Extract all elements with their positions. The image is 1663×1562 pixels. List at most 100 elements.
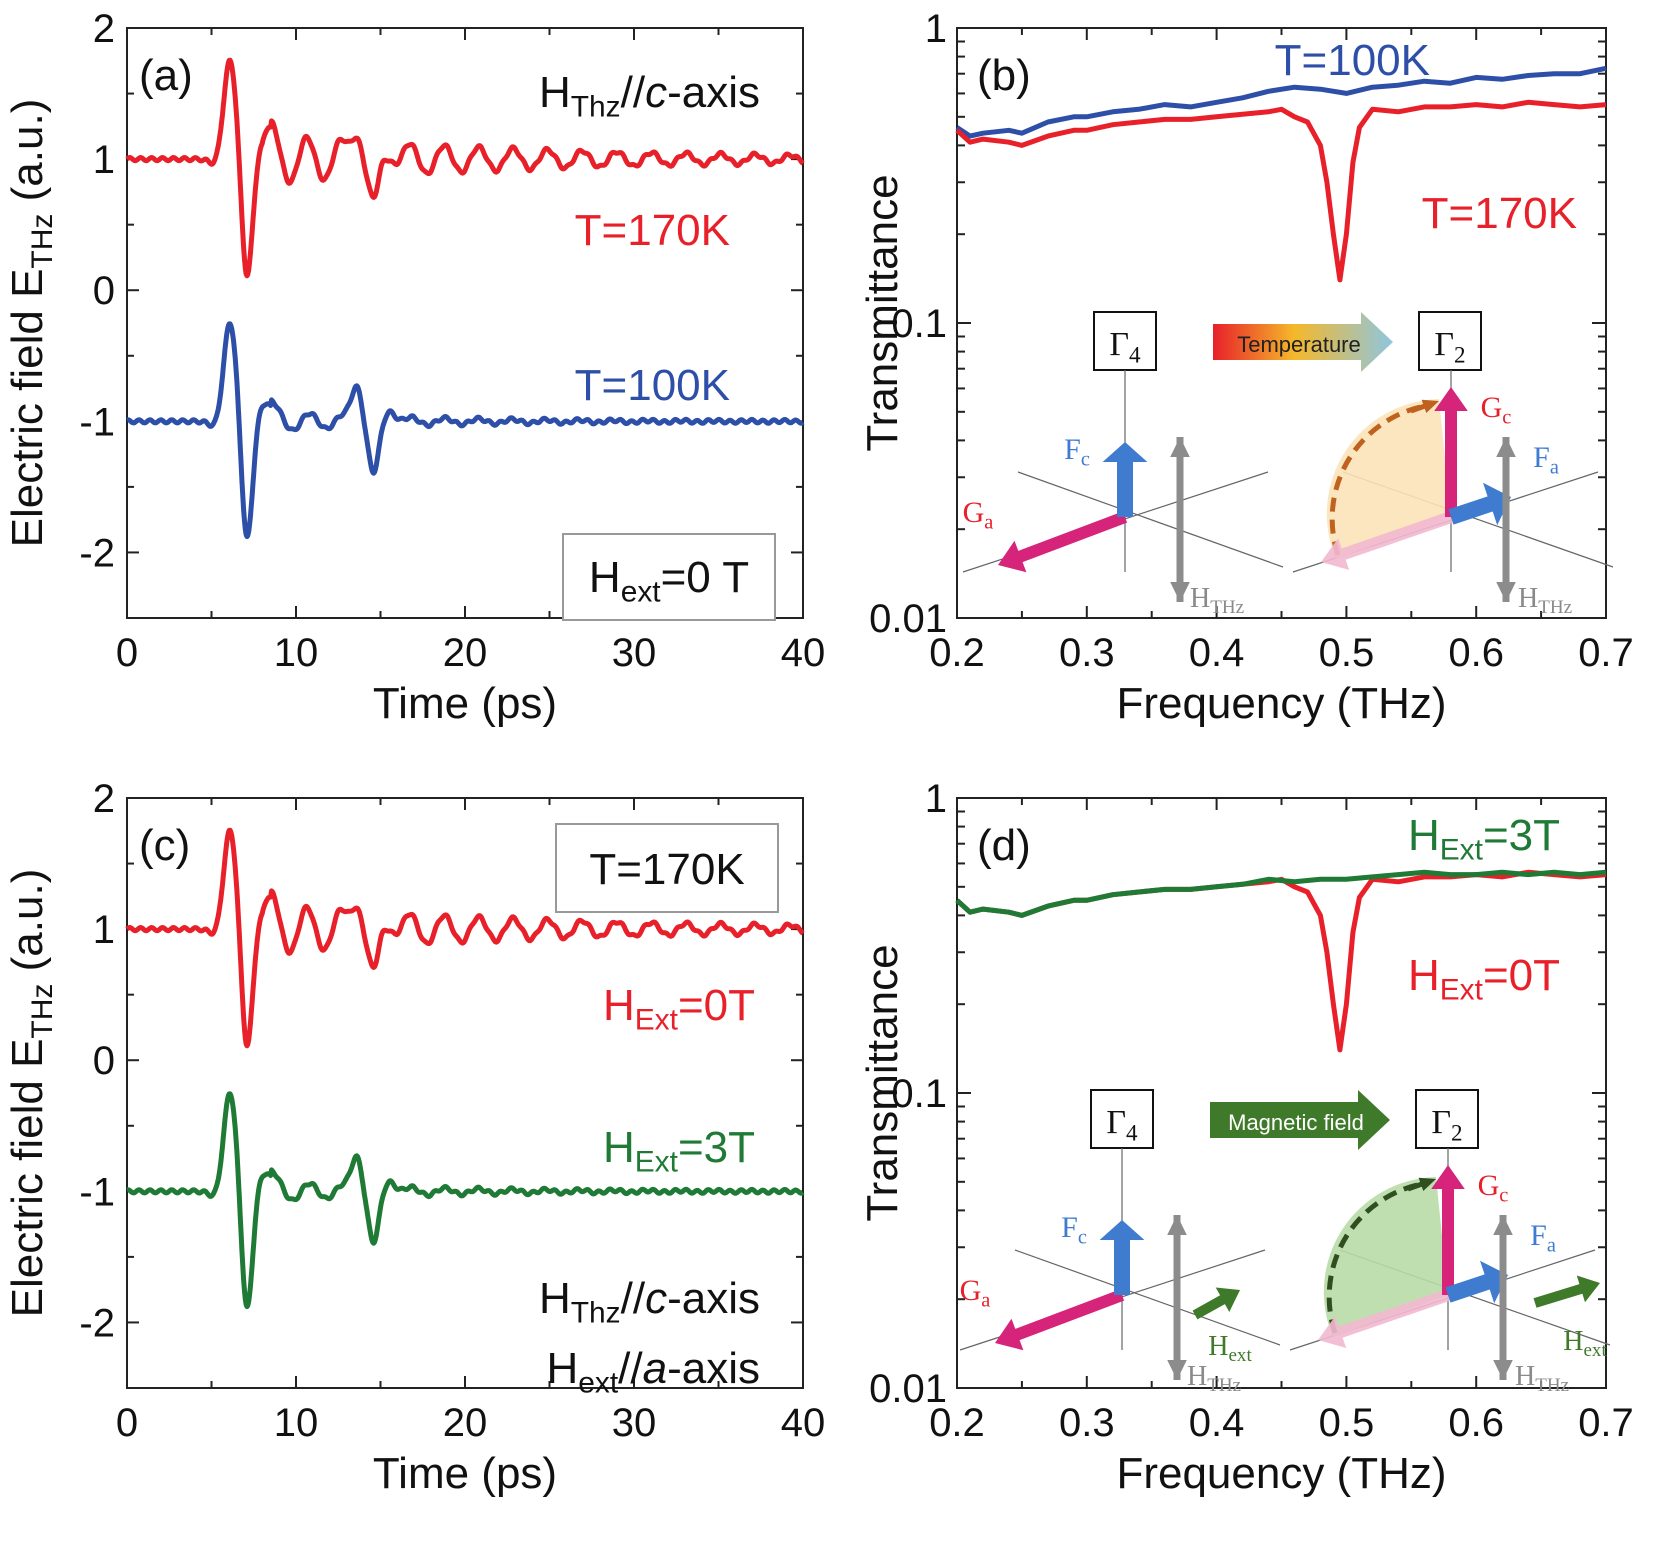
x-axis-label: Time (ps) xyxy=(373,1449,557,1498)
series-label-3T: HExt=3T xyxy=(1408,811,1560,867)
x-tick-label: 0.4 xyxy=(1189,631,1245,675)
x-tick-label: 30 xyxy=(612,1401,657,1445)
series-line-red xyxy=(125,827,805,1049)
panel-d: 0.2 0.3 0.4 0.5 0.6 0.7 Frequency (THz) 1 0.1 0.0… xyxy=(858,777,1634,1498)
y-tick-label: 2 xyxy=(93,777,115,821)
y-tick-label: 0 xyxy=(93,1039,115,1083)
series-label-3T: HExt=3T xyxy=(603,1123,755,1179)
x-tick-label: 0.5 xyxy=(1319,631,1375,675)
polarization-annotation: HThz//c-axis xyxy=(539,68,760,124)
series-line-blue xyxy=(125,321,805,540)
series-line-green xyxy=(955,869,1607,918)
polarization-annotation: HThz//c-axis xyxy=(539,1274,760,1330)
x-tick-label: 0.6 xyxy=(1448,631,1504,675)
panel-b: 0.2 0.3 0.4 0.5 0.6 0.7 Frequency (THz) 1 0.1 0.0… xyxy=(858,7,1634,728)
rotation-arrowhead xyxy=(1407,1177,1436,1192)
x-tick-label: 10 xyxy=(274,1401,319,1445)
y-tick-label: 1 xyxy=(93,908,115,952)
series-line-green xyxy=(125,1091,805,1310)
Ga-arrow xyxy=(995,1289,1125,1351)
panel-letter: (b) xyxy=(977,51,1031,100)
field-box-label: Hext=0 T xyxy=(589,553,749,609)
Gc-label: Gc xyxy=(1478,1169,1509,1207)
field-box xyxy=(562,533,776,621)
temperature-box xyxy=(555,823,779,913)
x-tick-label: 0.3 xyxy=(1059,631,1115,675)
state-left-box xyxy=(1093,311,1157,371)
rotation-path xyxy=(1326,1180,1429,1334)
series-label-0T: HExt=0T xyxy=(603,981,755,1037)
magnetic-field-arrow xyxy=(1210,1090,1390,1150)
Gc-arrow xyxy=(1431,1165,1465,1295)
x-tick-label: 0.5 xyxy=(1319,1401,1375,1445)
x-tick-label: 30 xyxy=(612,631,657,675)
x-tick-label: 0.6 xyxy=(1448,1401,1504,1445)
Hext-label: Hext xyxy=(1563,1326,1607,1361)
x-tick-label: 20 xyxy=(443,1401,488,1445)
field-direction-annotation: Hext//a-axis xyxy=(546,1344,760,1400)
series-label-170K: T=170K xyxy=(575,206,730,255)
y-tick-label: 0.1 xyxy=(891,1072,947,1116)
Fc-label: Fc xyxy=(1064,433,1090,471)
Ga-label: Ga xyxy=(960,1274,991,1312)
Ga-arrow xyxy=(998,511,1128,573)
state-right: Γ2 xyxy=(1434,326,1465,368)
rotation-sector xyxy=(1326,399,1451,559)
H-THz-label: HTHz xyxy=(1515,1361,1569,1396)
state-right-box xyxy=(1418,311,1482,371)
H-THz-label: HTHz xyxy=(1187,1361,1241,1396)
series-label-170K: T=170K xyxy=(1422,189,1577,238)
y-tick-label: -2 xyxy=(79,1301,115,1345)
temperature-box-label: T=170K xyxy=(589,845,744,894)
panel-letter: (d) xyxy=(977,821,1031,870)
y-tick-label: 0.01 xyxy=(869,1367,947,1411)
y-tick-label: 1 xyxy=(93,138,115,182)
panel-letter: (a) xyxy=(139,51,193,100)
x-tick-label: 10 xyxy=(274,631,319,675)
y-axis-label: Electric field ETHz (a.u.) xyxy=(3,99,59,548)
Ga-label: Ga xyxy=(963,496,994,534)
H-THz-arrow xyxy=(1167,1215,1187,1380)
H-THz-arrow xyxy=(1496,437,1516,602)
series-line-red xyxy=(125,57,805,279)
Fa-label: Fa xyxy=(1533,441,1559,479)
Fa-arrow xyxy=(1448,482,1511,526)
state-left: Γ4 xyxy=(1106,1104,1138,1146)
x-tick-label: 0.7 xyxy=(1578,1401,1634,1445)
y-tick-label: -2 xyxy=(79,531,115,575)
axis-line xyxy=(1014,1249,1281,1346)
x-tick-label: 0.2 xyxy=(929,631,985,675)
transition-label: Magnetic field xyxy=(1228,1110,1364,1135)
plot-frame xyxy=(956,797,1607,1389)
y-tick-label: 1 xyxy=(925,777,947,821)
Fa-label: Fa xyxy=(1530,1219,1556,1257)
y-axis-label: Transmittance xyxy=(858,174,907,451)
Fc-label: Fc xyxy=(1061,1211,1087,1249)
x-axis-label: Frequency (THz) xyxy=(1116,1449,1446,1498)
y-tick-label: -1 xyxy=(79,1170,115,1214)
Fc-arrow xyxy=(1102,442,1148,517)
y-tick-label: 1 xyxy=(925,7,947,51)
Hext-label: Hext xyxy=(1208,1331,1252,1366)
H-THz-arrow xyxy=(1170,437,1190,602)
transition-label: Temperature xyxy=(1237,332,1361,357)
Gc-label: Gc xyxy=(1481,391,1512,429)
Ga-ghost-arrow xyxy=(1321,511,1453,570)
x-tick-label: 0.4 xyxy=(1189,1401,1245,1445)
x-tick-label: 0.2 xyxy=(929,1401,985,1445)
x-axis-label: Frequency (THz) xyxy=(1116,679,1446,728)
x-tick-label: 20 xyxy=(443,631,488,675)
series-label-100K: T=100K xyxy=(575,361,730,410)
series-line-blue xyxy=(955,65,1607,139)
temperature-arrow xyxy=(1213,312,1393,372)
H-THz-arrow xyxy=(1493,1215,1513,1380)
Fa-arrow xyxy=(1445,1260,1508,1304)
y-tick-label: 2 xyxy=(93,7,115,51)
y-axis-label: Electric field ETHz (a.u.) xyxy=(3,869,59,1318)
x-tick-label: 0.3 xyxy=(1059,1401,1115,1445)
Hext-arrow xyxy=(1192,1287,1240,1320)
series-label-100K: T=100K xyxy=(1275,36,1430,85)
rotation-arrowhead xyxy=(1410,399,1439,414)
